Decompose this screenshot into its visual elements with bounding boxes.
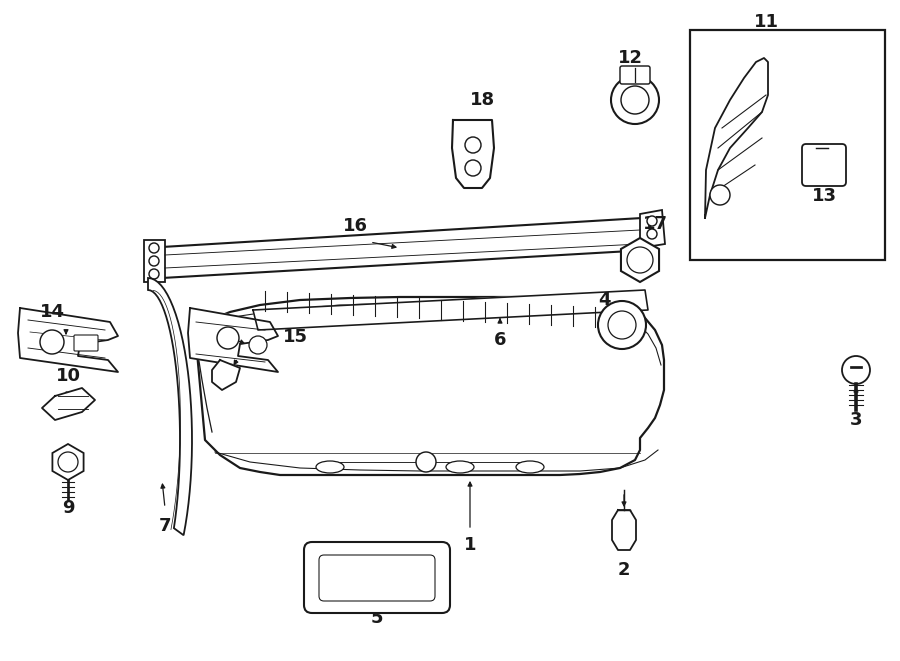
Circle shape (465, 160, 481, 176)
Polygon shape (148, 278, 192, 535)
Text: 8: 8 (248, 339, 261, 357)
Circle shape (149, 256, 159, 266)
Circle shape (149, 269, 159, 279)
Circle shape (40, 330, 64, 354)
Text: 18: 18 (471, 91, 496, 109)
Circle shape (621, 86, 649, 114)
Text: 7: 7 (158, 517, 171, 535)
Ellipse shape (446, 461, 474, 473)
Circle shape (149, 243, 159, 253)
Polygon shape (621, 238, 659, 282)
Polygon shape (52, 444, 84, 480)
Ellipse shape (516, 461, 544, 473)
Polygon shape (195, 297, 664, 475)
Circle shape (249, 336, 267, 354)
Circle shape (611, 76, 659, 124)
Circle shape (710, 185, 730, 205)
FancyBboxPatch shape (620, 66, 650, 84)
Text: 2: 2 (617, 561, 630, 579)
FancyBboxPatch shape (319, 555, 435, 601)
Ellipse shape (316, 461, 344, 473)
Polygon shape (640, 210, 665, 248)
Text: 12: 12 (617, 49, 643, 67)
Circle shape (416, 452, 436, 472)
Polygon shape (212, 360, 240, 390)
Text: 16: 16 (343, 217, 367, 235)
Polygon shape (144, 240, 165, 282)
Text: 3: 3 (850, 411, 862, 429)
Polygon shape (253, 290, 648, 330)
FancyBboxPatch shape (802, 144, 846, 186)
Polygon shape (705, 58, 768, 218)
Circle shape (465, 137, 481, 153)
FancyBboxPatch shape (74, 335, 98, 351)
Circle shape (627, 247, 653, 273)
Text: 11: 11 (753, 13, 778, 31)
Polygon shape (162, 218, 648, 278)
Text: 17: 17 (643, 215, 668, 233)
Circle shape (217, 327, 239, 349)
Polygon shape (18, 308, 118, 372)
Text: 13: 13 (812, 187, 836, 205)
Text: 14: 14 (40, 303, 65, 321)
Text: 10: 10 (56, 367, 80, 385)
Text: 4: 4 (598, 291, 610, 309)
Circle shape (842, 356, 870, 384)
Text: 5: 5 (371, 609, 383, 627)
Text: 1: 1 (464, 536, 476, 554)
Circle shape (647, 229, 657, 239)
Circle shape (647, 216, 657, 226)
FancyBboxPatch shape (304, 542, 450, 613)
Polygon shape (42, 388, 95, 420)
Circle shape (608, 311, 636, 339)
Polygon shape (612, 510, 636, 550)
Bar (690, 30, 885, 260)
Polygon shape (188, 308, 278, 372)
Text: 15: 15 (283, 328, 308, 346)
Polygon shape (452, 120, 494, 188)
Text: 9: 9 (62, 499, 74, 517)
Circle shape (598, 301, 646, 349)
Text: 6: 6 (494, 331, 506, 349)
Circle shape (58, 452, 78, 472)
